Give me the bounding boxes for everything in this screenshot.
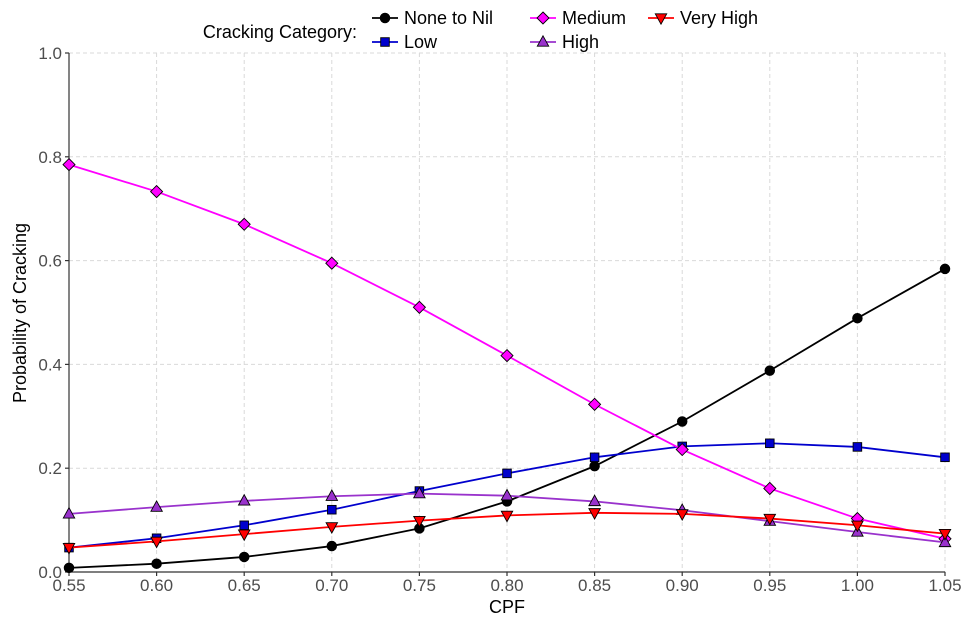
data-point-medium [675, 442, 689, 457]
data-point-high [237, 493, 251, 506]
data-point-very-high [237, 529, 251, 542]
x-tick-label: 0.90 [666, 576, 699, 595]
legend-marker-none-to-nil [379, 12, 391, 24]
legend-item-low: Low [372, 32, 438, 52]
grid [69, 52, 946, 572]
legend-item-none-to-nil: None to Nil [372, 8, 493, 28]
data-point-very-high [938, 528, 952, 541]
legend-label-high: High [562, 32, 599, 52]
series-very-high [62, 508, 952, 555]
data-point-none-to-nil [63, 562, 75, 574]
data-point-high [588, 494, 602, 507]
y-tick-label: 0.2 [38, 459, 62, 478]
data-point-low [239, 520, 249, 531]
x-tick-label: 0.85 [578, 576, 611, 595]
x-tick-label: 1.00 [841, 576, 874, 595]
data-point-medium [763, 481, 777, 496]
data-point-medium [500, 348, 514, 363]
legend-marker-low [380, 37, 390, 47]
data-point-high [500, 488, 514, 501]
y-tick-label: 0.0 [38, 563, 62, 582]
data-point-low [940, 452, 950, 463]
data-point-high [938, 535, 952, 548]
data-point-none-to-nil [326, 540, 338, 552]
legend-item-very-high: Very High [648, 8, 758, 28]
data-point-medium [62, 157, 76, 172]
y-axis-title: Probability of Cracking [10, 223, 30, 403]
data-point-none-to-nil [764, 365, 776, 376]
legend-marker-medium [536, 11, 550, 25]
legend-title: Cracking Category: [203, 22, 357, 42]
y-tick-label: 0.8 [38, 148, 62, 167]
legend-label-low: Low [404, 32, 438, 52]
data-point-medium [237, 217, 251, 231]
x-tick-label: 0.95 [753, 576, 786, 595]
data-point-medium [149, 184, 164, 199]
axes: 0.55 0.60 0.65 0.70 0.75 0.80 0.85 0.90 0.95 1.00… [38, 44, 961, 595]
x-tick-label: 0.80 [490, 576, 523, 595]
data-point-very-high [763, 513, 777, 526]
series-none-to-nil [63, 263, 951, 574]
data-point-low [852, 442, 863, 452]
data-point-very-high [500, 510, 514, 523]
data-point-none-to-nil [676, 416, 688, 427]
legend-marker-very-high [654, 13, 668, 26]
x-tick-label: 0.70 [315, 576, 348, 595]
data-point-low [327, 504, 337, 515]
legend-item-high: High [530, 32, 599, 52]
data-point-low [502, 468, 512, 479]
data-point-none-to-nil [852, 312, 863, 324]
y-tick-label: 0.4 [38, 355, 62, 374]
data-point-low [765, 438, 775, 449]
data-point-medium [325, 256, 339, 270]
series-high [62, 486, 952, 548]
data-point-none-to-nil [151, 558, 162, 569]
series-layer [62, 157, 952, 574]
data-point-high [150, 499, 164, 512]
legend: Cracking Category: None to Nil Low Medium H… [203, 8, 758, 52]
data-point-none-to-nil [238, 551, 250, 563]
y-tick-label: 0.6 [38, 252, 62, 271]
data-point-very-high [850, 520, 864, 533]
legend-label-very-high: Very High [680, 8, 758, 28]
data-point-medium [587, 397, 602, 411]
legend-marker-high [536, 34, 550, 47]
x-tick-label: 0.75 [403, 576, 436, 595]
data-point-high [62, 506, 76, 519]
data-point-none-to-nil [589, 460, 600, 472]
y-tick-label: 1.0 [38, 44, 62, 63]
data-point-very-high [675, 509, 689, 522]
data-point-very-high [588, 508, 602, 520]
data-point-high [412, 486, 426, 499]
data-point-medium [412, 300, 427, 314]
data-point-very-high [412, 515, 426, 528]
x-tick-label: 1.05 [928, 576, 961, 595]
x-tick-label: 0.60 [140, 576, 173, 595]
data-point-none-to-nil [939, 263, 951, 275]
data-point-low [589, 452, 600, 463]
legend-label-medium: Medium [562, 8, 626, 28]
x-tick-label: 0.65 [228, 576, 261, 595]
data-point-high [325, 489, 339, 501]
data-point-very-high [62, 542, 76, 555]
series-medium [62, 157, 952, 546]
x-axis-title: CPF [489, 597, 525, 617]
data-point-very-high [325, 522, 339, 534]
data-point-very-high [150, 536, 164, 549]
legend-label-none-to-nil: None to Nil [404, 8, 493, 28]
legend-item-medium: Medium [530, 8, 626, 28]
x-tick-label: 0.55 [52, 576, 85, 595]
